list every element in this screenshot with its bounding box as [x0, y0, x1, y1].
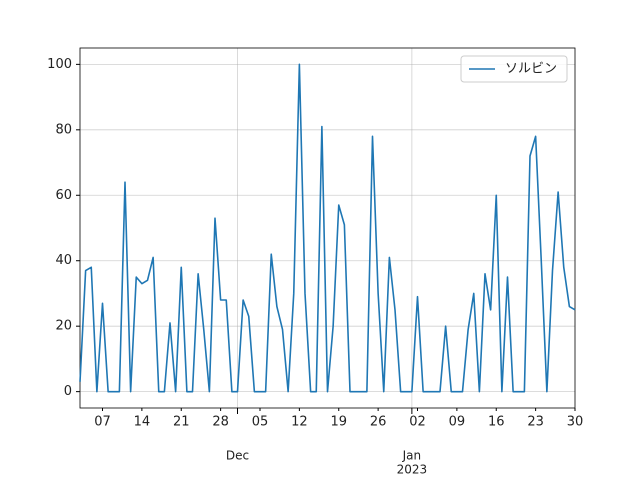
legend-box: [460, 55, 568, 83]
x-tick-label: 23: [527, 415, 544, 430]
x-tick-label: 14: [134, 415, 151, 430]
line-series: [79, 63, 576, 393]
x-tick-label: 12: [291, 415, 308, 430]
x-tick-label: 05: [252, 415, 269, 430]
y-tick-label: 60: [55, 188, 72, 203]
y-tick-label: 0: [64, 384, 72, 399]
y-tick-label: 80: [55, 122, 72, 137]
y-tick-label: 100: [47, 57, 72, 72]
x-tick-label: 28: [212, 415, 229, 430]
x-tick-label: 16: [488, 415, 505, 430]
x-major-label: Dec: [226, 449, 249, 463]
legend-label: ソルビン: [505, 62, 557, 77]
x-tick-label: 07: [94, 415, 111, 430]
x-tick-label: 09: [449, 415, 466, 430]
y-tick-label: 40: [55, 253, 72, 268]
y-tick-label: 20: [55, 319, 72, 334]
x-tick-label: 19: [330, 415, 347, 430]
x-tick-label: 21: [173, 415, 190, 430]
x-offset-label: 2023: [397, 463, 428, 477]
plot-frame: [79, 47, 576, 409]
x-tick-label: 02: [409, 415, 426, 430]
x-tick-label: 30: [567, 415, 584, 430]
x-major-label: Jan: [402, 449, 422, 463]
x-tick-label: 26: [370, 415, 387, 430]
